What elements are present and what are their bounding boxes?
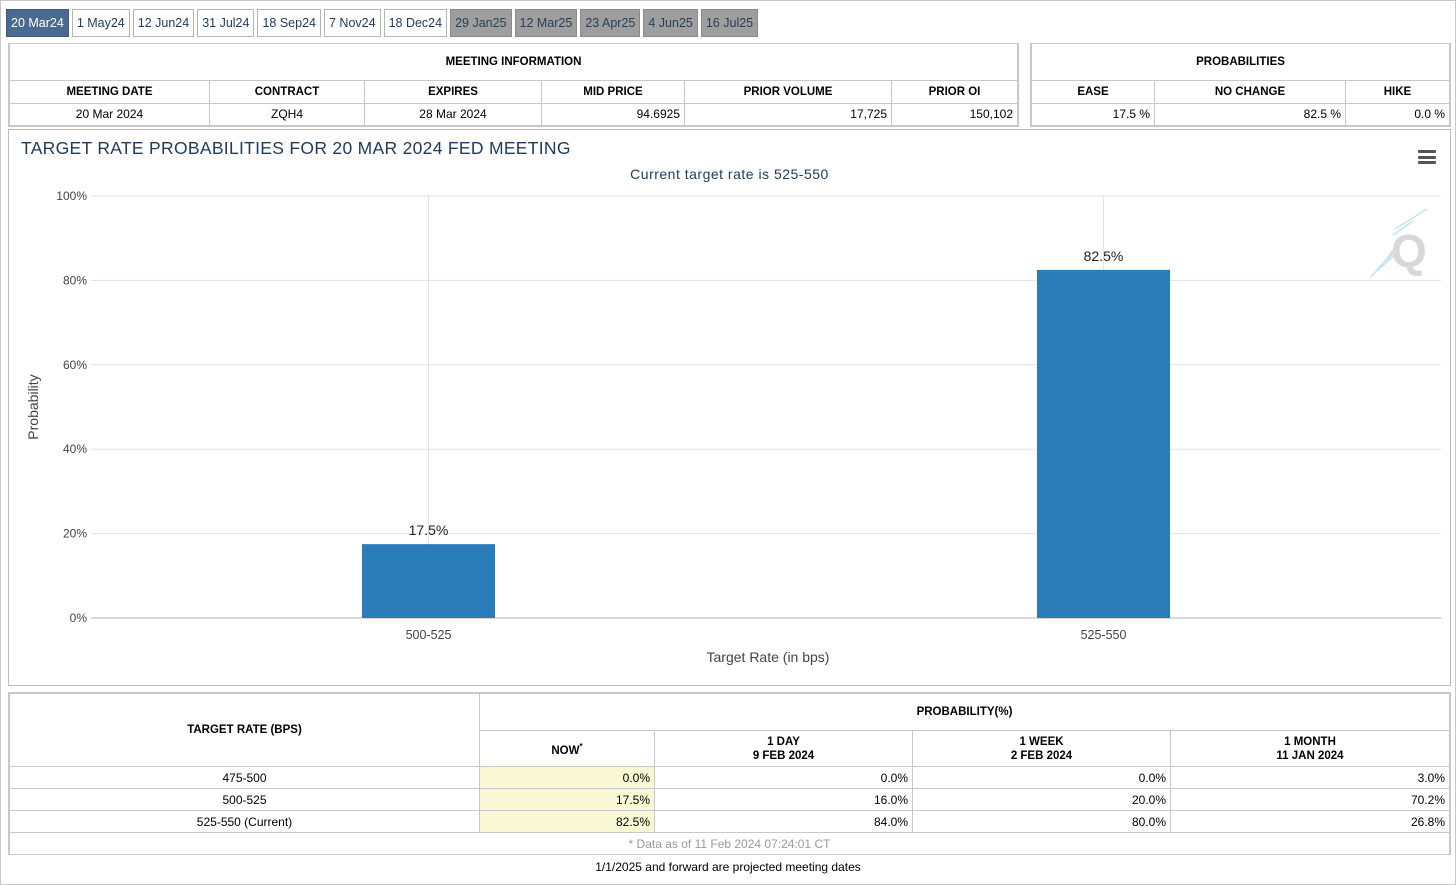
col-target-rate: TARGET RATE (BPS) [9, 693, 480, 767]
prior-volume-value: 17,725 [684, 102, 892, 127]
hike-value: 0.0 % [1345, 102, 1450, 127]
y-tick-label: 60% [63, 358, 87, 372]
now-cell: 17.5% [479, 788, 655, 811]
tab-meeting-date[interactable]: 12 Mar25 [514, 9, 578, 37]
month-cell: 70.2% [1170, 788, 1450, 811]
table-row: 475-500 0.0% 0.0% 0.0% 3.0% [9, 766, 1450, 789]
y-tick-label: 80% [63, 273, 87, 287]
col-1-week: 1 WEEK 2 FEB 2024 [912, 730, 1171, 767]
x-tick-label: 525-550 [1081, 628, 1127, 642]
probabilities-table: PROBABILITIES EASE NO CHANGE HIKE 17.5 %… [1031, 44, 1450, 127]
day-cell: 84.0% [654, 810, 913, 833]
col-probability: PROBABILITY(%) [479, 693, 1450, 731]
projected-dates-note: 1/1/2025 and forward are projected meeti… [595, 860, 861, 874]
tab-meeting-date[interactable]: 18 Dec24 [383, 9, 448, 37]
col-contract: CONTRACT [209, 79, 365, 104]
data-timestamp-note: * Data as of 11 Feb 2024 07:24:01 CT [9, 832, 1450, 855]
contract-value: ZQH4 [209, 102, 365, 127]
tab-meeting-date[interactable]: 29 Jan25 [450, 9, 512, 37]
bar [362, 544, 495, 618]
chart-panel: 0% 20% 40% 60% 80% 100% 17.5% 500-525 82.5% 525-5… [8, 129, 1451, 686]
q-logo-icon: Q [1370, 208, 1428, 278]
y-tick-label: 0% [70, 611, 88, 625]
probability-bar-chart: 0% 20% 40% 60% 80% 100% 17.5% 500-525 82.5% 525-5… [25, 189, 1441, 665]
x-tick-label: 500-525 [406, 628, 452, 642]
col-no-change: NO CHANGE [1154, 79, 1346, 104]
bar-data-label: 17.5% [409, 522, 449, 538]
col-meeting-date: MEETING DATE [9, 79, 210, 104]
tab-meeting-date[interactable]: 23 Apr25 [580, 9, 641, 37]
table-row: 500-525 17.5% 16.0% 20.0% 70.2% [9, 788, 1450, 811]
col-1-month: 1 MONTH 11 JAN 2024 [1170, 730, 1450, 767]
meeting-information-table: MEETING INFORMATION MEETING DATE CONTRAC… [9, 44, 1018, 127]
col-now: NOW* [479, 730, 655, 767]
rate-cell: 525-550 (Current) [9, 810, 480, 833]
tab-meeting-date[interactable]: 7 Nov24 [324, 9, 381, 37]
now-cell: 82.5% [479, 810, 655, 833]
col-1-day: 1 DAY 9 FEB 2024 [654, 730, 913, 767]
bar-data-label: 82.5% [1084, 248, 1124, 264]
meeting-date-value: 20 Mar 2024 [9, 102, 210, 127]
week-cell: 20.0% [912, 788, 1171, 811]
month-cell: 3.0% [1170, 766, 1450, 789]
col-mid-price: MID PRICE [541, 79, 685, 104]
rate-cell: 475-500 [9, 766, 480, 789]
x-axis-title: Target Rate (in bps) [707, 649, 830, 665]
probabilities-heading: PROBABILITIES [1031, 44, 1450, 81]
col-ease: EASE [1031, 79, 1155, 104]
y-tick-label: 100% [56, 189, 87, 203]
y-tick-label: 20% [63, 527, 87, 541]
rate-cell: 500-525 [9, 788, 480, 811]
tab-meeting-date[interactable]: 16 Jul25 [700, 9, 759, 37]
tab-meeting-date[interactable]: 1 May24 [71, 9, 130, 37]
table-row: 525-550 (Current) 82.5% 84.0% 80.0% 26.8… [9, 810, 1450, 833]
now-cell: 0.0% [479, 766, 655, 789]
meeting-tabs: 20 Mar24 1 May24 12 Jun24 31 Jul24 18 Sep24 7… [6, 9, 759, 37]
meeting-information-heading: MEETING INFORMATION [9, 44, 1018, 81]
month-cell: 26.8% [1170, 810, 1450, 833]
tab-meeting-date[interactable]: 31 Jul24 [197, 9, 255, 37]
chart-title: TARGET RATE PROBABILITIES FOR 20 MAR 202… [21, 138, 571, 158]
col-prior-oi: PRIOR OI [891, 79, 1018, 104]
meeting-information-panel: MEETING INFORMATION MEETING DATE CONTRAC… [8, 43, 1019, 127]
expires-value: 28 Mar 2024 [364, 102, 542, 127]
probability-history-panel: TARGET RATE (BPS) PROBABILITY(%) NOW* 1 … [8, 692, 1451, 855]
no-change-value: 82.5 % [1154, 102, 1346, 127]
week-cell: 80.0% [912, 810, 1171, 833]
tab-meeting-date[interactable]: 4 Jun25 [643, 9, 698, 37]
hamburger-menu-icon[interactable] [1418, 150, 1436, 164]
day-cell: 16.0% [654, 788, 913, 811]
tab-meeting-date[interactable]: 20 Mar24 [6, 9, 69, 37]
probabilities-panel: PROBABILITIES EASE NO CHANGE HIKE 17.5 %… [1030, 43, 1451, 127]
mid-price-value: 94.6925 [541, 102, 685, 127]
col-hike: HIKE [1345, 79, 1450, 104]
col-prior-volume: PRIOR VOLUME [684, 79, 892, 104]
chart-subtitle: Current target rate is 525-550 [630, 166, 829, 182]
probability-history-table: TARGET RATE (BPS) PROBABILITY(%) NOW* 1 … [9, 693, 1450, 855]
week-cell: 0.0% [912, 766, 1171, 789]
day-cell: 0.0% [654, 766, 913, 789]
tab-meeting-date[interactable]: 12 Jun24 [132, 9, 195, 37]
ease-value: 17.5 % [1031, 102, 1155, 127]
y-tick-label: 40% [63, 442, 87, 456]
prior-oi-value: 150,102 [891, 102, 1018, 127]
tab-meeting-date[interactable]: 18 Sep24 [257, 9, 321, 37]
y-axis-title: Probability [25, 374, 41, 439]
col-expires: EXPIRES [364, 79, 542, 104]
bar [1037, 269, 1170, 618]
svg-text:Q: Q [1391, 225, 1427, 277]
